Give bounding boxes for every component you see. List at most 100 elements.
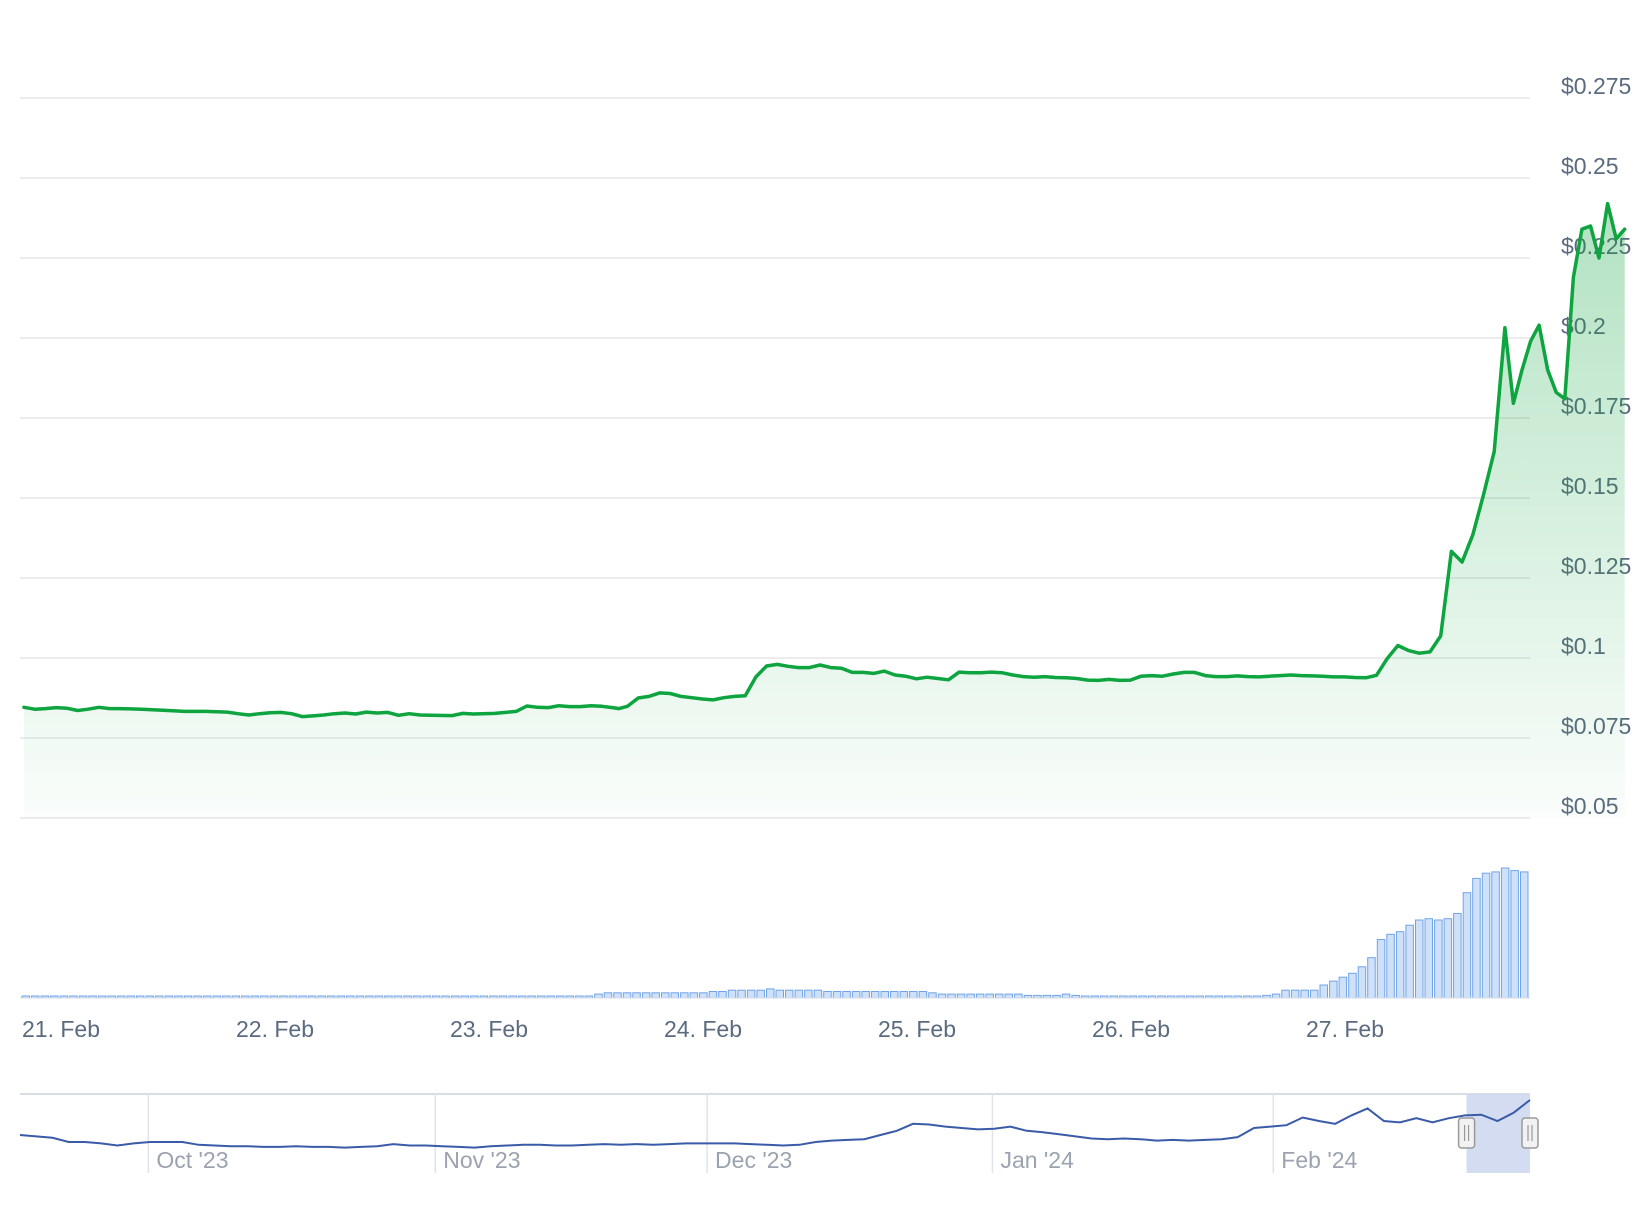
volume-bar xyxy=(775,989,784,999)
volume-bars xyxy=(20,867,1530,999)
volume-bar xyxy=(1481,872,1491,999)
volume-bar xyxy=(766,988,775,999)
volume-bar xyxy=(1300,989,1309,999)
volume-bar xyxy=(899,991,909,999)
volume-bar xyxy=(718,991,727,999)
volume-bar xyxy=(966,993,975,999)
volume-bar xyxy=(804,989,813,999)
volume-bar xyxy=(1520,871,1529,999)
volume-bar xyxy=(1004,993,1014,999)
volume-bar xyxy=(1443,918,1453,999)
volume-bar xyxy=(1386,933,1395,999)
volume-bar xyxy=(1271,993,1281,999)
x-tick-label: 26. Feb xyxy=(1092,1016,1170,1042)
price-line[interactable] xyxy=(22,201,1627,719)
volume-bar xyxy=(1376,939,1386,999)
volume-bar xyxy=(995,993,1004,999)
volume-bar xyxy=(1424,918,1433,999)
volume-bar xyxy=(823,991,832,999)
volume-bar xyxy=(956,993,966,999)
navigator-label: Dec '23 xyxy=(715,1147,792,1173)
volume-bar xyxy=(842,991,851,999)
navigator-selection[interactable] xyxy=(1466,1094,1530,1173)
handle-box[interactable] xyxy=(1521,1117,1539,1149)
navigator-label: Jan '24 xyxy=(1000,1147,1074,1173)
volume-bar xyxy=(975,993,985,999)
volume-bar xyxy=(794,989,804,999)
x-tick-label: 21. Feb xyxy=(22,1016,100,1042)
volume-bar xyxy=(1357,966,1367,999)
volume-bar xyxy=(1329,980,1338,999)
x-tick-label: 25. Feb xyxy=(878,1016,956,1042)
navigator-label: Nov '23 xyxy=(443,1147,520,1173)
navigator-line xyxy=(19,1099,1531,1149)
volume-bar xyxy=(737,989,746,999)
volume-bar xyxy=(1061,993,1071,999)
x-tick-label: 22. Feb xyxy=(236,1016,314,1042)
volume-bar xyxy=(909,991,918,999)
volume-bar xyxy=(1415,919,1424,999)
volume-bar xyxy=(851,991,861,999)
volume-bar xyxy=(785,989,794,999)
volume-bar xyxy=(1405,924,1414,999)
navigator-handle-right[interactable] xyxy=(1521,1117,1539,1149)
volume-bar xyxy=(1310,989,1319,999)
volume-bar xyxy=(1348,972,1357,999)
volume-bar xyxy=(1462,892,1472,999)
volume-bar xyxy=(1281,989,1290,999)
volume-bar xyxy=(603,992,613,999)
volume-bar xyxy=(613,992,622,999)
volume-bar xyxy=(708,991,718,999)
volume-bar xyxy=(727,989,737,999)
volume-bar xyxy=(622,992,632,999)
volume-bar xyxy=(985,993,994,999)
volume-bar xyxy=(699,992,708,999)
x-tick-label: 23. Feb xyxy=(450,1016,528,1042)
y-tick-label: $0.25 xyxy=(1561,153,1619,179)
volume-bar xyxy=(947,993,956,999)
volume-bar xyxy=(1395,931,1405,999)
y-tick-label: $0.275 xyxy=(1561,73,1631,99)
volume-bar xyxy=(1290,989,1300,999)
volume-bar xyxy=(870,991,880,999)
volume-bar xyxy=(756,989,765,999)
volume-bar xyxy=(861,991,870,999)
volume-bar xyxy=(746,989,756,999)
volume-bar xyxy=(689,992,699,999)
volume-bar xyxy=(1014,993,1023,999)
volume-bar xyxy=(937,993,947,999)
volume-bar xyxy=(1510,870,1519,999)
volume-bar xyxy=(918,991,928,999)
volume-bar xyxy=(1434,919,1443,999)
volume-bar xyxy=(641,992,651,999)
navigator[interactable]: Oct '23 Nov '23 Dec '23 Jan '24 Feb '24 xyxy=(19,1093,1539,1173)
x-tick-label: 27. Feb xyxy=(1306,1016,1384,1042)
price-area-layer xyxy=(22,201,1627,819)
volume-bar xyxy=(680,992,689,999)
handle-box[interactable] xyxy=(1457,1117,1476,1149)
volume-bar xyxy=(594,993,603,999)
navigator-label: Feb '24 xyxy=(1281,1147,1357,1173)
volume-bar xyxy=(832,991,842,999)
x-axis: 21. Feb 22. Feb 23. Feb 24. Feb 25. Feb 26. F… xyxy=(22,1016,1384,1042)
volume-bar xyxy=(1500,867,1510,999)
volume-bar xyxy=(1338,976,1348,999)
volume-bar xyxy=(1472,877,1481,999)
volume-bar xyxy=(880,991,889,999)
volume-bar xyxy=(661,992,670,999)
x-tick-label: 24. Feb xyxy=(664,1016,742,1042)
volume-bar xyxy=(890,991,899,999)
volume-bar xyxy=(813,989,823,999)
navigator-label: Oct '23 xyxy=(156,1147,228,1173)
volume-bar xyxy=(632,992,641,999)
volume-bar xyxy=(651,992,660,999)
volume-bar xyxy=(1319,984,1328,999)
volume-bar xyxy=(928,992,937,999)
navigator-handle-left[interactable] xyxy=(1457,1117,1476,1149)
volume-bar xyxy=(670,992,679,999)
price-area xyxy=(24,203,1625,819)
volume-bar xyxy=(1367,957,1376,999)
volume-bar xyxy=(1453,913,1462,999)
